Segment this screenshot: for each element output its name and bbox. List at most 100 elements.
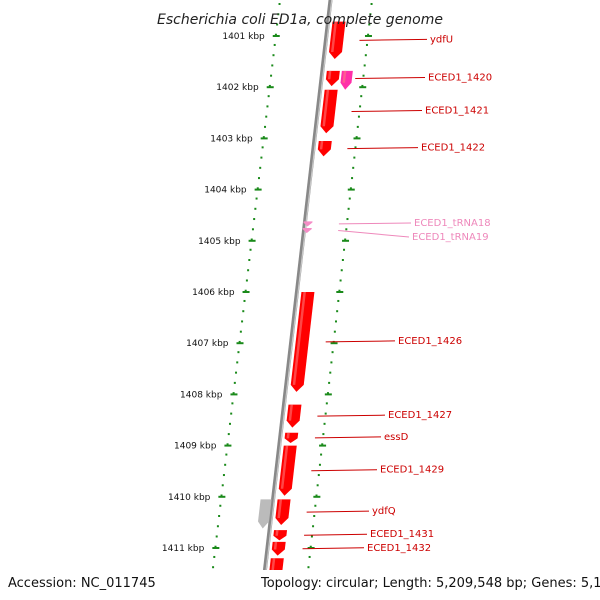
gene-label: ECED1_tRNA19 xyxy=(412,232,489,243)
ruler-dot xyxy=(212,566,215,569)
ruler-dot xyxy=(349,187,352,190)
ruler-dot xyxy=(315,494,318,497)
gene-label: ydfQ xyxy=(372,506,396,517)
label-leader-line xyxy=(311,469,378,472)
label-leader-line xyxy=(304,533,368,536)
ruler-dots-left xyxy=(208,3,281,599)
footer-right-bg xyxy=(258,570,600,600)
ruler-dot xyxy=(254,207,257,210)
ruler-dot xyxy=(355,136,358,139)
gene-label: ECED1_1421 xyxy=(425,106,489,117)
ruler-tick-label: 1403 kbp xyxy=(210,134,253,144)
genome-backbone-line xyxy=(259,0,333,600)
ruler-dot xyxy=(334,320,337,323)
ruler-dot xyxy=(367,33,370,36)
ruler-dot xyxy=(236,361,239,364)
label-leader-line xyxy=(338,222,412,225)
feature-shade xyxy=(319,140,324,150)
ruler-dot xyxy=(308,555,311,558)
ruler-dot xyxy=(221,484,224,487)
gene-label: ECED1_tRNA18 xyxy=(414,218,491,229)
ruler-dot xyxy=(272,54,275,57)
ruler-dot xyxy=(277,13,280,16)
ruler-dot xyxy=(227,433,230,436)
ruler-dot xyxy=(324,412,327,415)
ruler-ticks: 1401 kbp 1402 kbp 1403 kbp 1404 kbp 1405 kbp… xyxy=(162,32,372,554)
feature-shade xyxy=(288,404,293,421)
ruler-tick-label: 1404 kbp xyxy=(204,186,247,196)
gene-label: ECED1_1426 xyxy=(398,336,462,347)
ruler-dot xyxy=(331,351,334,354)
ruler-dot xyxy=(270,74,273,77)
ruler-dot xyxy=(241,320,244,323)
ruler-dot xyxy=(230,412,233,415)
gene-label: ydfU xyxy=(430,34,453,45)
label-leader-line xyxy=(325,340,396,343)
ruler-dot xyxy=(262,136,265,139)
ruler-dot xyxy=(224,463,227,466)
ruler-dot xyxy=(259,166,262,169)
ruler-dot xyxy=(330,361,333,364)
ruler-tick-label: 1405 kbp xyxy=(198,237,241,247)
ruler-dot xyxy=(337,299,340,302)
feature-shade xyxy=(292,292,306,385)
gene-label: essD xyxy=(384,432,409,443)
ruler-dot xyxy=(228,422,231,425)
ruler-dot xyxy=(244,289,247,292)
ruler-dot xyxy=(343,248,346,251)
label-leader-line xyxy=(302,547,365,550)
ruler-dot xyxy=(256,187,259,190)
ruler-dot xyxy=(233,381,236,384)
ruler-dot xyxy=(276,23,279,26)
ruler-dot xyxy=(251,228,254,231)
ruler-dot xyxy=(216,525,219,528)
ruler-dot xyxy=(351,177,354,180)
ruler-dot xyxy=(347,207,350,210)
feature-ECED1_tRNA19 xyxy=(302,228,312,234)
footer-left-bg xyxy=(0,570,218,600)
ruler-dot xyxy=(338,289,341,292)
ruler-dot xyxy=(329,371,332,374)
ruler-dot xyxy=(261,146,264,149)
label-leader-line xyxy=(314,436,382,439)
ruler-dot xyxy=(345,228,348,231)
ruler-dot xyxy=(326,392,329,395)
ruler-dot xyxy=(237,351,240,354)
ruler-dot xyxy=(249,248,252,251)
ruler-dot xyxy=(344,238,347,241)
ruler-dot xyxy=(357,115,360,118)
feature-shade xyxy=(331,21,338,53)
ruler-tick-label: 1407 kbp xyxy=(186,339,229,349)
feature-shade xyxy=(342,70,347,83)
feature-shade xyxy=(327,70,332,80)
ruler-dot xyxy=(333,330,336,333)
ruler-dot xyxy=(264,125,267,128)
genome-backbone-highlight xyxy=(262,0,333,600)
label-leader-line xyxy=(317,414,386,417)
topology-text: Topology: circular; Length: 5,209,548 bp… xyxy=(260,576,600,591)
gene-label: ECED1_1427 xyxy=(388,410,452,421)
label-leader-line xyxy=(306,510,370,513)
ruler-dot xyxy=(278,3,281,5)
ruler-tick-label: 1401 kbp xyxy=(222,32,265,42)
ruler-dot xyxy=(354,146,357,149)
ruler-dot xyxy=(320,453,323,456)
gene-label: ECED1_1431 xyxy=(370,529,434,540)
label-leader-line xyxy=(359,38,428,41)
accession-text: Accession: NC_011745 xyxy=(8,576,156,591)
ruler-dot xyxy=(242,310,245,313)
feature-pseudogene-12 xyxy=(258,499,272,529)
ruler-dot xyxy=(370,3,373,5)
ruler-dot xyxy=(309,545,312,548)
ruler-dot xyxy=(265,115,268,118)
ruler-dot xyxy=(339,279,342,282)
ruler-dot xyxy=(359,105,362,108)
genome-title: Escherichia coli ED1a, complete genome xyxy=(157,12,443,28)
ruler-dot xyxy=(222,474,225,477)
ruler-dot xyxy=(225,453,228,456)
ruler-dot xyxy=(328,381,331,384)
ruler-dot xyxy=(243,299,246,302)
ruler-dot xyxy=(247,269,250,272)
